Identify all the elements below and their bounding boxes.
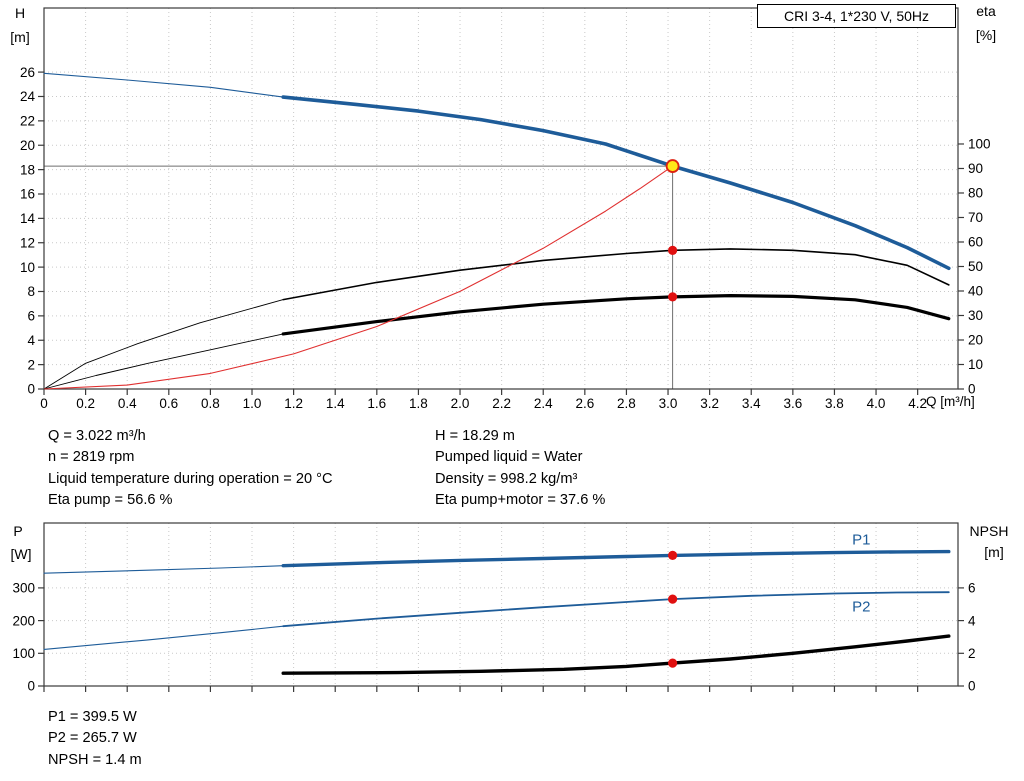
svg-text:2.0: 2.0	[451, 396, 470, 411]
svg-text:100: 100	[12, 646, 35, 661]
svg-text:6: 6	[968, 581, 976, 596]
svg-text:18: 18	[20, 162, 35, 177]
svg-text:3.6: 3.6	[783, 396, 802, 411]
svg-text:10: 10	[968, 357, 983, 372]
svg-text:16: 16	[20, 187, 35, 202]
p1-point	[668, 550, 678, 560]
svg-text:14: 14	[20, 211, 36, 226]
power-info: P1 = 399.5 W P2 = 265.7 W NPSH = 1.4 m	[48, 707, 142, 771]
svg-text:30: 30	[968, 308, 983, 323]
info-line: Pumped liquid = Water	[435, 449, 583, 466]
svg-text:0: 0	[40, 396, 48, 411]
svg-text:8: 8	[27, 284, 35, 299]
info-line: H = 18.29 m	[435, 428, 515, 444]
pump-model-box: CRI 3-4, 1*230 V, 50Hz	[757, 4, 956, 28]
svg-text:70: 70	[968, 210, 983, 225]
svg-text:1.8: 1.8	[409, 396, 428, 411]
info-line: Eta pump+motor = 37.6 %	[435, 492, 606, 509]
svg-text:0.2: 0.2	[76, 396, 95, 411]
svg-text:0.4: 0.4	[118, 396, 137, 411]
info-line: n = 2819 rpm	[48, 449, 135, 466]
svg-text:20: 20	[968, 333, 983, 348]
svg-text:0: 0	[27, 679, 35, 694]
info-line: Density = 998.2 kg/m³	[435, 470, 578, 487]
info-line: P1 = 399.5 W	[48, 709, 137, 725]
info-line: Q = 3.022 m³/h	[48, 428, 146, 444]
p2-point	[668, 594, 678, 604]
svg-text:3.0: 3.0	[659, 396, 678, 411]
svg-text:2.4: 2.4	[534, 396, 553, 411]
qh-eta-chart: 0246810121416182022242601020304050607080…	[10, 3, 996, 411]
svg-text:4.0: 4.0	[867, 396, 886, 411]
svg-text:[m]: [m]	[984, 544, 1003, 560]
svg-text:3.4: 3.4	[742, 396, 761, 411]
svg-text:6: 6	[27, 309, 35, 324]
pump-model-label: CRI 3-4, 1*230 V, 50Hz	[783, 8, 929, 24]
svg-text:80: 80	[968, 186, 983, 201]
svg-text:1.2: 1.2	[284, 396, 303, 411]
svg-text:0: 0	[968, 679, 976, 694]
svg-text:20: 20	[20, 138, 35, 153]
svg-text:2: 2	[27, 357, 35, 372]
svg-text:0.8: 0.8	[201, 396, 220, 411]
svg-text:24: 24	[20, 89, 36, 104]
power-npsh-chart: 0 100 200 300 0 2 4 6 P [W] NPSH [m] P1 P2	[11, 522, 1009, 694]
svg-text:200: 200	[12, 613, 35, 628]
eta-pump-point	[668, 245, 678, 255]
svg-text:P1: P1	[852, 532, 870, 549]
svg-text:H: H	[15, 5, 25, 21]
svg-text:3.8: 3.8	[825, 396, 844, 411]
svg-text:2.8: 2.8	[617, 396, 636, 411]
info-line: NPSH = 1.4 m	[48, 751, 142, 768]
svg-text:3.2: 3.2	[700, 396, 719, 411]
npsh-point	[668, 658, 678, 668]
duty-point	[665, 159, 680, 173]
svg-text:26: 26	[20, 65, 35, 80]
svg-text:4: 4	[27, 333, 35, 348]
svg-text:[W]: [W]	[11, 546, 32, 562]
duty-info-right: H = 18.29 m Pumped liquid = Water Densit…	[435, 426, 605, 512]
svg-text:1.6: 1.6	[367, 396, 386, 411]
svg-text:40: 40	[968, 284, 983, 299]
svg-text:1.4: 1.4	[326, 396, 345, 411]
svg-text:22: 22	[20, 114, 35, 129]
svg-text:2: 2	[968, 646, 976, 661]
svg-text:Q [m³/h]: Q [m³/h]	[926, 394, 975, 409]
svg-text:50: 50	[968, 259, 983, 274]
svg-text:90: 90	[968, 161, 983, 176]
info-line: P2 = 265.7 W	[48, 730, 137, 747]
svg-text:0: 0	[968, 382, 976, 397]
svg-text:12: 12	[20, 235, 35, 250]
info-line: Liquid temperature during operation = 20…	[48, 470, 333, 487]
svg-text:10: 10	[20, 260, 35, 275]
svg-text:4.2: 4.2	[908, 396, 927, 411]
svg-text:2.2: 2.2	[492, 396, 511, 411]
svg-text:[m]: [m]	[10, 29, 29, 45]
svg-text:NPSH: NPSH	[970, 523, 1009, 539]
svg-text:P: P	[13, 523, 22, 539]
svg-text:300: 300	[12, 581, 35, 596]
info-line: Eta pump = 56.6 %	[48, 492, 173, 509]
svg-text:100: 100	[968, 137, 991, 152]
svg-text:60: 60	[968, 235, 983, 250]
svg-text:eta: eta	[976, 3, 996, 19]
eta-pump-motor-point	[668, 292, 678, 302]
duty-info-left: Q = 3.022 m³/h n = 2819 rpm Liquid tempe…	[48, 426, 333, 512]
svg-text:0.6: 0.6	[159, 396, 178, 411]
svg-text:1.0: 1.0	[243, 396, 262, 411]
svg-text:4: 4	[968, 613, 976, 628]
svg-text:2.6: 2.6	[575, 396, 594, 411]
svg-text:[%]: [%]	[976, 27, 996, 43]
svg-text:P2: P2	[852, 598, 870, 615]
svg-text:0: 0	[27, 382, 35, 397]
